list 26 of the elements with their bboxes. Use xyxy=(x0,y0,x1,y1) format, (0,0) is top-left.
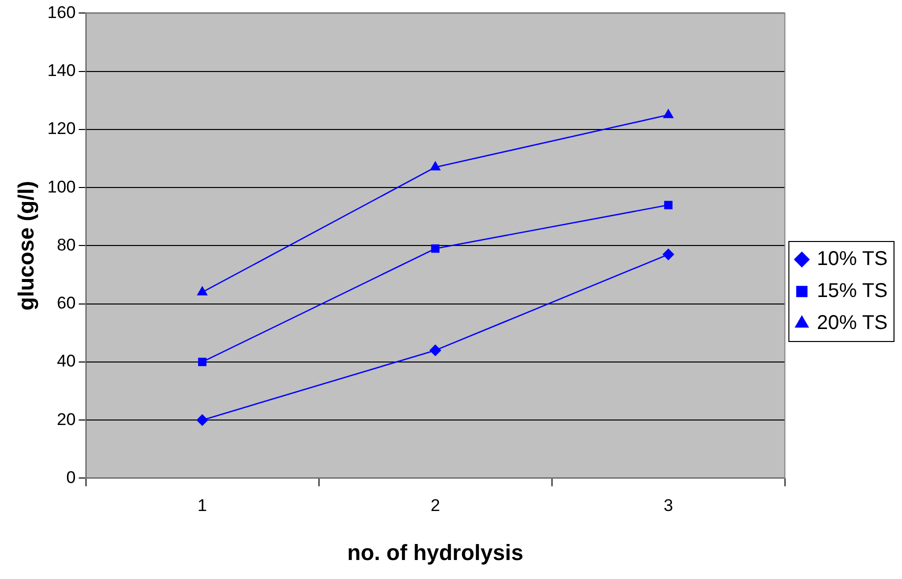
y-tick-label: 100 xyxy=(47,177,76,196)
y-tick-label: 120 xyxy=(47,119,76,138)
x-tick-label: 2 xyxy=(430,496,440,516)
y-tick-label: 140 xyxy=(47,61,76,80)
x-tick-label: 1 xyxy=(198,496,208,516)
point xyxy=(197,286,208,296)
y-tick-label: 80 xyxy=(56,235,76,254)
point xyxy=(198,358,206,366)
point xyxy=(430,162,440,170)
point xyxy=(664,200,673,210)
y-axis-title: glucose (g/l) xyxy=(13,180,38,310)
point xyxy=(196,414,208,426)
legend-label: 10% TS xyxy=(816,248,888,270)
point xyxy=(430,344,441,356)
y-tick-label: 40 xyxy=(56,352,76,371)
point xyxy=(663,109,674,118)
y-tick-label: 60 xyxy=(56,294,76,313)
point xyxy=(662,248,674,260)
x-axis-title: no. of hydrolysis xyxy=(347,540,524,565)
y-tick-label: 0 xyxy=(66,468,76,487)
legend-label: 15% TS xyxy=(816,280,888,302)
point xyxy=(431,244,440,253)
y-tick-label: 160 xyxy=(47,2,76,22)
y-tick-label: 20 xyxy=(56,410,76,429)
x-tick-label: 3 xyxy=(664,496,674,516)
legend-label: 20% TS xyxy=(816,312,888,334)
